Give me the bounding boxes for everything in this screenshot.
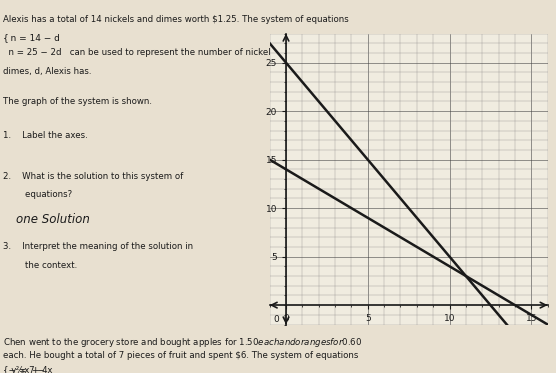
Text: 1.    Label the axes.: 1. Label the axes.: [3, 131, 87, 140]
Text: equations?: equations?: [3, 190, 72, 199]
Text: one Solution: one Solution: [16, 213, 90, 226]
Text: 0: 0: [274, 315, 279, 324]
Text: dimes, d, Alexis has.: dimes, d, Alexis has.: [3, 67, 91, 76]
Text: 3.    Interpret the meaning of the solution in: 3. Interpret the meaning of the solution…: [3, 242, 193, 251]
Text: the context.: the context.: [3, 261, 77, 270]
Text: { y = 7 − x: { y = 7 − x: [3, 366, 52, 373]
Text: each. He bought a total of 7 pieces of fruit and spent $6. The system of equatio: each. He bought a total of 7 pieces of f…: [3, 351, 358, 360]
Text: The graph of the system is shown.: The graph of the system is shown.: [3, 97, 152, 106]
Text: n = 25 − 2d   can be used to represent the number of nickels, n, and the number : n = 25 − 2d can be used to represent the…: [3, 48, 372, 57]
Text: Alexis has a total of 14 nickels and dimes worth $1.25. The system of equations: Alexis has a total of 14 nickels and dim…: [3, 15, 349, 24]
Text: −²⁄₃x + 4: −²⁄₃x + 4: [3, 366, 47, 373]
Text: { n = 14 − d: { n = 14 − d: [3, 34, 59, 43]
Text: Chen went to the grocery store and bought apples for $1.50 each and oranges for : Chen went to the grocery store and bough…: [3, 336, 362, 349]
Text: 2.    What is the solution to this system of: 2. What is the solution to this system o…: [3, 172, 183, 181]
